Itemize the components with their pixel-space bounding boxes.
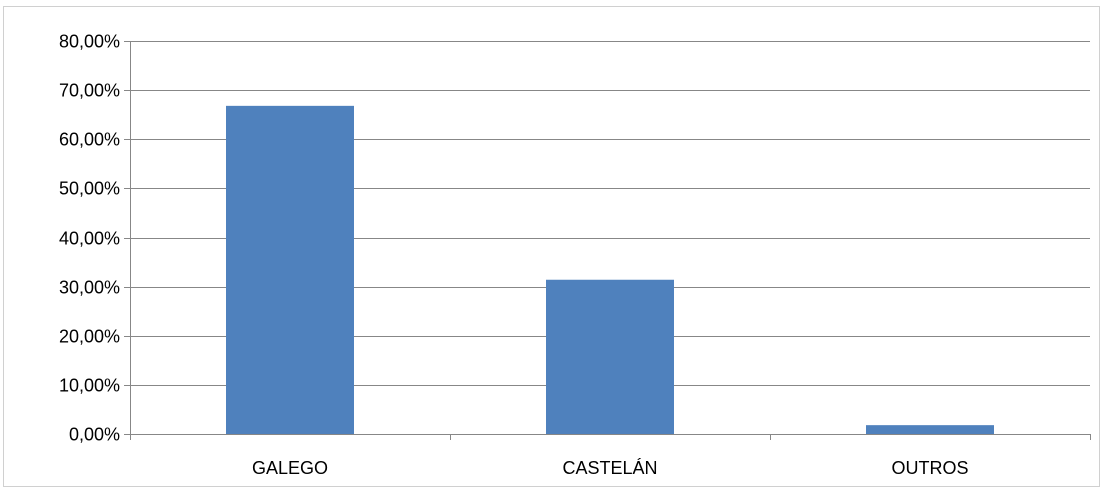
x-category-label: GALEGO bbox=[252, 458, 328, 478]
x-category-label: OUTROS bbox=[891, 458, 968, 478]
bars bbox=[226, 105, 994, 434]
y-tick-label: 30,00% bbox=[59, 278, 120, 298]
bar-outros bbox=[866, 425, 994, 434]
y-tick-label: 70,00% bbox=[59, 81, 120, 101]
x-category-label: CASTELÁN bbox=[562, 458, 657, 478]
labels: 0,00% 10,00% 20,00% 30,00% 40,00% 50,00% 60,00… bbox=[59, 32, 969, 479]
y-tick-label: 40,00% bbox=[59, 229, 120, 249]
y-tick-label: 0,00% bbox=[69, 425, 120, 445]
y-tick-label: 50,00% bbox=[59, 179, 120, 199]
y-tick-label: 60,00% bbox=[59, 130, 120, 150]
axes bbox=[124, 41, 1091, 440]
y-tick-label: 80,00% bbox=[59, 32, 120, 52]
bar-castelán bbox=[546, 279, 674, 434]
bar-galego bbox=[226, 105, 354, 434]
y-tick-label: 20,00% bbox=[59, 327, 120, 347]
y-tick-label: 10,00% bbox=[59, 376, 120, 396]
